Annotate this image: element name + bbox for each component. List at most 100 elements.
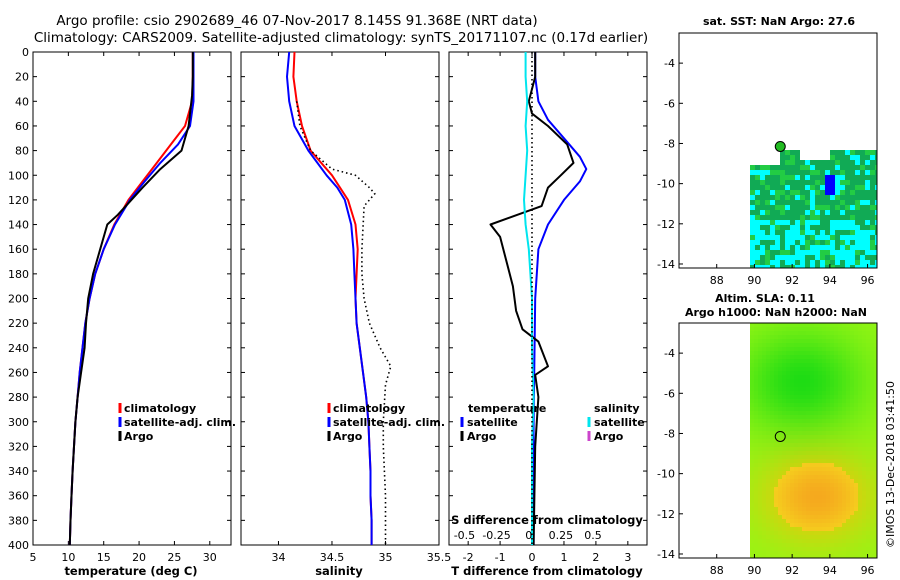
sla-cell bbox=[854, 427, 858, 431]
sla-cell bbox=[826, 359, 830, 363]
sla-cell bbox=[754, 387, 758, 391]
sla-cell bbox=[866, 531, 870, 535]
sla-cell bbox=[810, 467, 814, 471]
sla-cell bbox=[834, 419, 838, 423]
sla-cell bbox=[874, 327, 877, 331]
sst-cell bbox=[780, 210, 785, 215]
sla-cell bbox=[798, 551, 802, 555]
sla-cell bbox=[874, 367, 877, 371]
sla-cell bbox=[794, 439, 798, 443]
sla-cell bbox=[826, 407, 830, 411]
temperature-ticks: 5 10 15 20 25 30 bbox=[30, 51, 231, 564]
sla-cell bbox=[794, 339, 798, 343]
salinity-ticks: 34 34.5 35 35.5 bbox=[241, 51, 451, 564]
sla-cell bbox=[850, 507, 854, 511]
sla-cell bbox=[866, 451, 870, 455]
sla-cell bbox=[870, 483, 874, 487]
sla-cell bbox=[766, 347, 770, 351]
sla-cell bbox=[770, 543, 774, 547]
sla-cell bbox=[838, 379, 842, 383]
sla-cell bbox=[862, 371, 866, 375]
sla-cell bbox=[786, 535, 790, 539]
sla-cell bbox=[854, 391, 858, 395]
sla-cell bbox=[842, 515, 846, 519]
sla-cell bbox=[754, 551, 758, 555]
sla-cell bbox=[850, 359, 854, 363]
sla-cell bbox=[822, 551, 826, 555]
temperature-xtick-label: 20 bbox=[132, 551, 146, 564]
sst-cell bbox=[790, 155, 795, 160]
sla-cell bbox=[770, 531, 774, 535]
sst-cell bbox=[780, 260, 785, 265]
sla-cell bbox=[810, 535, 814, 539]
sla-cell bbox=[790, 379, 794, 383]
sla-cell bbox=[766, 399, 770, 403]
sla-cell bbox=[854, 443, 858, 447]
sst-cell bbox=[835, 210, 840, 215]
sla-cell bbox=[778, 431, 782, 435]
sla-cell bbox=[866, 447, 870, 451]
sla-cell bbox=[834, 335, 838, 339]
sla-cell bbox=[818, 327, 822, 331]
sla-cell bbox=[786, 515, 790, 519]
sla-cell bbox=[770, 363, 774, 367]
sst-cell bbox=[750, 175, 755, 180]
sla-cell bbox=[854, 335, 858, 339]
sla-cell bbox=[850, 323, 854, 327]
sla-cell bbox=[866, 379, 870, 383]
sst-cell bbox=[755, 260, 760, 265]
sla-cell bbox=[790, 511, 794, 515]
sst-cell bbox=[835, 220, 840, 225]
sla-cell bbox=[790, 347, 794, 351]
sst-cell bbox=[755, 190, 760, 195]
sst-cell bbox=[865, 225, 870, 230]
difference-xtick-label: -1 bbox=[495, 551, 506, 564]
sst-cell bbox=[830, 220, 835, 225]
sla-cell bbox=[834, 491, 838, 495]
sst-cell bbox=[850, 175, 855, 180]
sla-cell bbox=[806, 411, 810, 415]
sla-cell bbox=[870, 515, 874, 519]
sla-cell bbox=[754, 351, 758, 355]
sst-cell bbox=[865, 160, 870, 165]
sst-cell bbox=[785, 195, 790, 200]
sla-cell bbox=[834, 439, 838, 443]
sla-cell bbox=[782, 355, 786, 359]
sst-cell bbox=[750, 185, 755, 190]
sla-cell bbox=[770, 479, 774, 483]
sla-cell bbox=[858, 323, 862, 327]
sla-cell bbox=[810, 443, 814, 447]
sla-cell bbox=[830, 439, 834, 443]
sla-cell bbox=[850, 499, 854, 503]
sla-cell bbox=[842, 399, 846, 403]
sla-cell bbox=[806, 419, 810, 423]
sla-cell bbox=[862, 435, 866, 439]
sla-cell bbox=[786, 391, 790, 395]
sst-cell bbox=[875, 185, 877, 190]
sla-cell bbox=[814, 475, 818, 479]
depth-tick-label: 280 bbox=[8, 391, 29, 404]
sla-cell bbox=[834, 511, 838, 515]
sla-cell bbox=[798, 455, 802, 459]
sla-cell bbox=[846, 415, 850, 419]
sst-cell bbox=[805, 200, 810, 205]
sla-cell bbox=[810, 475, 814, 479]
sla-cell bbox=[838, 463, 842, 467]
sla-cell bbox=[874, 331, 877, 335]
map-ytick-label: -12 bbox=[657, 508, 675, 521]
sla-cell bbox=[874, 355, 877, 359]
sla-cell bbox=[798, 415, 802, 419]
sla-cell bbox=[822, 503, 826, 507]
sla-cell bbox=[802, 387, 806, 391]
sst-cell bbox=[850, 160, 855, 165]
sla-cell bbox=[822, 383, 826, 387]
sst-cell bbox=[780, 265, 785, 268]
sst-map-argo-point bbox=[774, 140, 786, 152]
sla-cell bbox=[754, 499, 758, 503]
sla-cell bbox=[846, 467, 850, 471]
sla-cell bbox=[754, 507, 758, 511]
sla-cell bbox=[826, 399, 830, 403]
sst-cell bbox=[845, 215, 850, 220]
sla-cell bbox=[826, 343, 830, 347]
sla-cell bbox=[870, 451, 874, 455]
